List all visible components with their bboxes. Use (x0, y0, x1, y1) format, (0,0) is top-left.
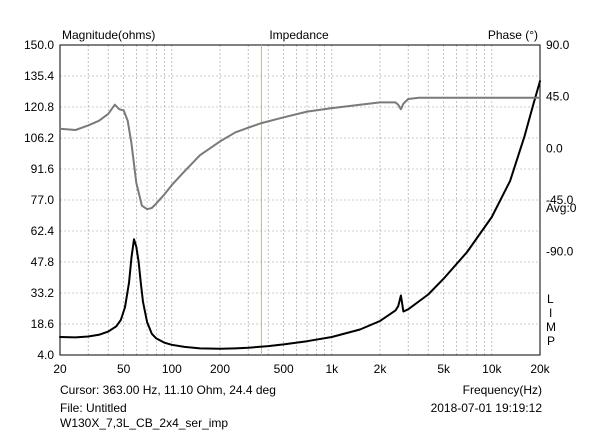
x-tick-label: 20 (53, 362, 67, 376)
x-tick-label: 10k (482, 362, 502, 376)
x-tick-label: 20k (530, 362, 550, 376)
y-tick-label-right: 0.0 (546, 141, 563, 155)
side-label-l: L (547, 292, 554, 306)
magnitude-line (59, 80, 541, 350)
y-tick-label-left: 33.2 (31, 286, 55, 300)
x-tick-label: 5k (437, 362, 451, 376)
y-tick-label-right: 45.0 (546, 90, 570, 104)
y-tick-label-left: 150.0 (24, 38, 54, 52)
x-tick-label: 2k (374, 362, 388, 376)
y-tick-label-left: 106.2 (24, 131, 54, 145)
side-label-p: P (547, 334, 555, 348)
tick-layer: 20 50 100 200 500 1k 2k 5k 10k 20k 150.0 135.4 120.8… (24, 38, 574, 376)
x-tick-label: 100 (162, 362, 182, 376)
side-label-m: M (546, 320, 556, 334)
x-axis-label: Frequency(Hz) (462, 383, 542, 397)
file-name: W130X_7,3L_CB_2x4_ser_imp (60, 416, 229, 430)
y-tick-label-left: 91.6 (31, 162, 55, 176)
y-tick-label-left: 18.6 (31, 317, 55, 331)
x-tick-label: 200 (210, 362, 230, 376)
x-tick-label: 1k (325, 362, 339, 376)
y-tick-label-left: 77.0 (31, 193, 55, 207)
x-tick-label: 500 (274, 362, 294, 376)
y-tick-label-left: 120.8 (24, 100, 54, 114)
plot-frame (59, 44, 541, 356)
x-tick-label: 50 (117, 362, 131, 376)
series-layer (59, 80, 541, 350)
grid-layer (60, 45, 540, 355)
y-tick-label-right: -90.0 (546, 245, 574, 259)
y-axis-left-label: Magnitude(ohms) (62, 28, 155, 42)
y-tick-label-left: 135.4 (24, 69, 54, 83)
timestamp: 2018-07-01 19:19:12 (430, 401, 542, 415)
y-tick-label-right: 90.0 (546, 38, 570, 52)
side-label-i: I (549, 306, 552, 320)
phase-line (59, 96, 541, 211)
y-axis-right-label: Phase (°) (488, 28, 538, 42)
y-tick-label-left: 47.8 (31, 255, 55, 269)
chart-title: Impedance (269, 28, 329, 42)
y-tick-label-left: 62.4 (31, 224, 55, 238)
file-label: File: Untitled (60, 401, 127, 415)
y-tick-label-right: -45.0 (546, 193, 574, 207)
side-label-avg: Avg:0 (546, 201, 577, 215)
y-tick-label-left: 4.0 (37, 348, 54, 362)
cursor-readout: Cursor: 363.00 Hz, 11.10 Ohm, 24.4 deg (60, 383, 276, 397)
